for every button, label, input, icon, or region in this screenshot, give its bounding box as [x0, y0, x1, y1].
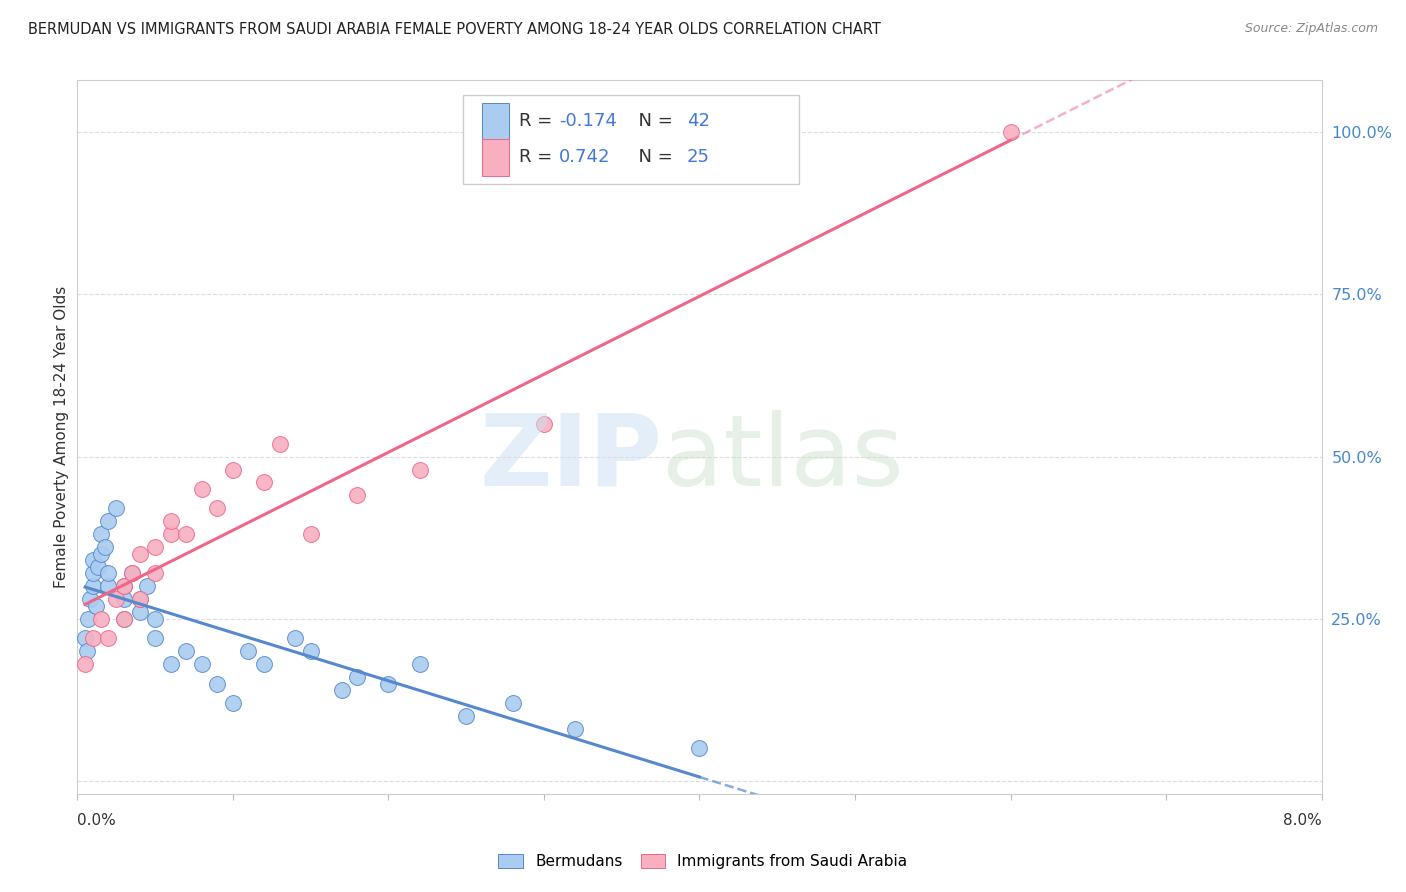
Point [689, 741, 711, 756]
Point [456, 709, 478, 723]
Point [143, 566, 166, 581]
Point [94, 541, 117, 555]
Point [330, 683, 353, 698]
Point [97, 631, 120, 645]
Point [112, 579, 135, 593]
Point [77, 612, 100, 626]
Point [136, 579, 159, 593]
Text: R =: R = [519, 112, 558, 130]
Point [159, 527, 181, 541]
Point [82, 553, 104, 567]
Text: 0.742: 0.742 [558, 148, 610, 166]
Point [97, 579, 120, 593]
Point [377, 676, 399, 690]
Point [121, 566, 143, 581]
Y-axis label: Female Poverty Among 18-24 Year Olds: Female Poverty Among 18-24 Year Olds [53, 286, 69, 588]
Point [128, 592, 150, 607]
Point [84, 599, 107, 613]
Point [82, 566, 104, 581]
Point [299, 527, 322, 541]
Point [76, 644, 98, 658]
Point [128, 592, 150, 607]
Point [112, 612, 135, 626]
Point [75, 657, 97, 672]
Point [564, 722, 586, 736]
Point [128, 605, 150, 619]
Point [112, 592, 135, 607]
Point [105, 501, 128, 516]
Text: 25: 25 [688, 148, 710, 166]
Point [191, 657, 214, 672]
Point [128, 547, 150, 561]
Text: ZIP: ZIP [479, 410, 662, 507]
Point [191, 482, 214, 496]
Text: R =: R = [519, 148, 558, 166]
Point [90, 547, 112, 561]
FancyBboxPatch shape [482, 103, 509, 140]
Point [97, 566, 120, 581]
Point [105, 592, 128, 607]
Point [284, 631, 307, 645]
Point [174, 644, 197, 658]
Point [82, 631, 104, 645]
Text: -0.174: -0.174 [558, 112, 617, 130]
Point [408, 657, 430, 672]
Point [75, 631, 97, 645]
Point [207, 501, 229, 516]
Point [174, 527, 197, 541]
FancyBboxPatch shape [463, 95, 799, 184]
Point [222, 696, 245, 710]
Point [86, 559, 108, 574]
Point [79, 592, 101, 607]
Point [1000, 125, 1022, 139]
FancyBboxPatch shape [482, 138, 509, 176]
Point [253, 657, 276, 672]
Point [90, 527, 112, 541]
Point [238, 644, 260, 658]
Point [207, 676, 229, 690]
Point [121, 566, 143, 581]
Point [82, 579, 104, 593]
Text: Source: ZipAtlas.com: Source: ZipAtlas.com [1244, 22, 1378, 36]
Point [269, 436, 291, 450]
Point [159, 657, 181, 672]
Point [90, 612, 112, 626]
Point [143, 612, 166, 626]
Text: atlas: atlas [662, 410, 904, 507]
Point [346, 488, 368, 502]
Point [346, 670, 368, 684]
Legend: Bermudans, Immigrants from Saudi Arabia: Bermudans, Immigrants from Saudi Arabia [492, 847, 914, 875]
Point [533, 417, 555, 431]
Point [222, 462, 245, 476]
Point [159, 515, 181, 529]
Point [112, 612, 135, 626]
Point [143, 541, 166, 555]
Text: 0.0%: 0.0% [77, 814, 117, 828]
Text: 42: 42 [688, 112, 710, 130]
Text: N =: N = [627, 148, 679, 166]
Point [143, 631, 166, 645]
Text: BERMUDAN VS IMMIGRANTS FROM SAUDI ARABIA FEMALE POVERTY AMONG 18-24 YEAR OLDS CO: BERMUDAN VS IMMIGRANTS FROM SAUDI ARABIA… [28, 22, 882, 37]
Text: N =: N = [627, 112, 679, 130]
Text: 8.0%: 8.0% [1282, 814, 1322, 828]
Point [408, 462, 430, 476]
Point [112, 579, 135, 593]
Point [299, 644, 322, 658]
Point [253, 475, 276, 490]
Point [97, 515, 120, 529]
Point [502, 696, 524, 710]
